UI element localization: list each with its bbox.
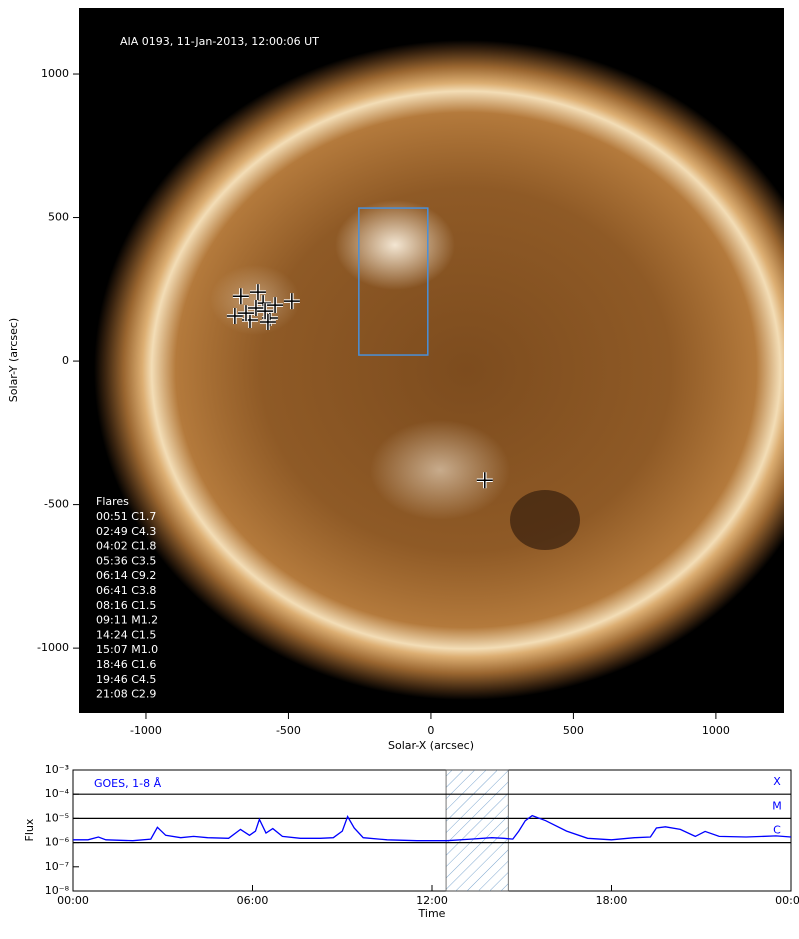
- flare-list-item: 06:41 C3.8: [96, 584, 156, 597]
- sun-image: [94, 40, 784, 700]
- y-tick-label: -1000: [37, 641, 69, 654]
- x-tick-label: 12:00: [416, 894, 448, 907]
- flare-marker: [259, 314, 276, 331]
- x-tick-label: 18:00: [596, 894, 628, 907]
- y-tick-label: 1000: [41, 67, 69, 80]
- x-tick-label: 06:00: [237, 894, 269, 907]
- flare-list-item: 04:02 C1.8: [96, 540, 156, 553]
- flare-list-item: 06:14 C9.2: [96, 569, 156, 582]
- flare-marker: [249, 284, 266, 301]
- x-axis-label: Solar-X (arcsec): [388, 739, 474, 752]
- flare-list-item: 14:24 C1.5: [96, 628, 156, 641]
- y-tick-label: 10⁻⁸: [45, 884, 70, 897]
- flux-line: [73, 814, 792, 842]
- y-tick-label: 10⁻³: [45, 763, 69, 776]
- y-tick-label: -500: [44, 498, 69, 511]
- flare-list-item: 15:07 M1.0: [96, 643, 158, 656]
- flare-marker: [283, 293, 300, 310]
- x-tick-label: 0: [427, 724, 434, 737]
- y-axis-label: Flux: [23, 818, 36, 841]
- goes-plot-area: [72, 769, 792, 892]
- flare-marker: [232, 288, 249, 305]
- shaded-interval: [445, 769, 509, 892]
- x-tick-label: 500: [563, 724, 584, 737]
- x-tick-label: 00:00: [57, 894, 89, 907]
- y-tick-label: 10⁻⁶: [45, 836, 70, 849]
- y-tick-label: 500: [48, 211, 69, 224]
- x-tick-label: -1000: [130, 724, 162, 737]
- flare-marker: [476, 472, 493, 489]
- y-tick-label: 10⁻⁷: [45, 860, 69, 873]
- flare-list-item: 21:08 C2.9: [96, 688, 156, 701]
- flare-marker: [267, 297, 284, 314]
- x-tick-label: -500: [276, 724, 301, 737]
- flare-marker: [226, 308, 243, 325]
- x-tick-label: 1000: [702, 724, 730, 737]
- flare-list-item: 02:49 C4.3: [96, 525, 156, 538]
- flare-marker: [247, 299, 264, 316]
- region-box: [358, 207, 429, 356]
- level-label: M: [772, 799, 782, 812]
- flare-list-item: 08:16 C1.5: [96, 599, 156, 612]
- flare-marker: [257, 303, 274, 320]
- y-tick-label: 10⁻⁵: [45, 811, 69, 824]
- image-title: AIA 0193, 11-Jan-2013, 12:00:06 UT: [120, 35, 319, 48]
- y-tick-label: 10⁻⁴: [45, 787, 70, 800]
- flare-list-item: 18:46 C1.6: [96, 658, 156, 671]
- legend-entry: GOES, 1-8 Å: [94, 777, 162, 790]
- level-label: X: [773, 775, 781, 788]
- flare-list-item: 09:11 M1.2: [96, 614, 158, 627]
- x-axis-label: Time: [418, 907, 446, 920]
- flare-marker: [237, 305, 254, 322]
- level-label: C: [773, 824, 781, 837]
- flare-list-item: 05:36 C3.5: [96, 554, 156, 567]
- y-tick-label: 0: [62, 354, 69, 367]
- y-axis-label: Solar-Y (arcsec): [7, 318, 20, 402]
- flare-list-title: Flares: [96, 495, 129, 508]
- x-tick-label: 00:00: [775, 894, 799, 907]
- flare-list-item: 19:46 C4.5: [96, 673, 156, 686]
- flare-list-item: 00:51 C1.7: [96, 510, 156, 523]
